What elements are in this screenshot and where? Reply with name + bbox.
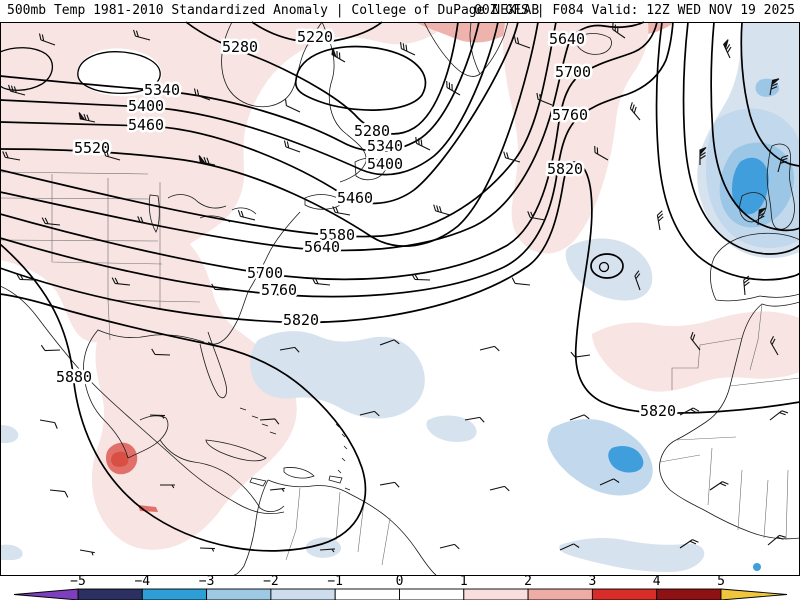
colorbar-segment (400, 589, 464, 600)
colorbar-segment (335, 589, 399, 600)
contour-label-5700: 5700 (555, 63, 591, 81)
contour-label-5640: 5640 (549, 30, 585, 48)
colorbar-right-arrow (721, 589, 787, 600)
map-title: 500mb Temp 1981-2010 Standardized Anomal… (7, 3, 539, 18)
colorbar-tick-label: 2 (524, 574, 532, 589)
colorbar-tick-label: 3 (588, 574, 596, 589)
weather-map-page: 500mb Temp 1981-2010 Standardized Anomal… (0, 0, 800, 600)
contour-label-5700: 5700 (247, 264, 283, 282)
contour-label-5340: 5340 (367, 137, 403, 155)
colorbar-segment (142, 589, 206, 600)
contour-label-5460: 5460 (337, 189, 373, 207)
colorbar-tick-label: −4 (134, 574, 150, 589)
contour-label-5460: 5460 (128, 116, 164, 134)
contour-label-5400: 5400 (128, 97, 164, 115)
colorbar-segment (464, 589, 528, 600)
contour-label-5400: 5400 (367, 155, 403, 173)
colorbar-tick-label: −1 (327, 574, 343, 589)
colorbar-tick-label: −5 (70, 574, 86, 589)
colorbar-tick-label: 5 (717, 574, 725, 589)
model-run-info: 00Z GFS | F084 Valid: 12Z WED NOV 19 202… (474, 3, 795, 18)
contour-label-5760: 5760 (552, 106, 588, 124)
colorbar-tick-label: 4 (653, 574, 661, 589)
colorbar-tick-label: −3 (199, 574, 215, 589)
colorbar-segment (78, 589, 142, 600)
colorbar-tick-label: −2 (263, 574, 279, 589)
colorbar-tick-label: 1 (460, 574, 468, 589)
contour-label-5760: 5760 (261, 281, 297, 299)
cold-dot-guinea (753, 563, 761, 571)
contour-label-5220: 5220 (297, 28, 333, 46)
contour-label-5280: 5280 (222, 38, 258, 56)
contour-label-5820: 5820 (283, 311, 319, 329)
colorbar-segment (528, 589, 592, 600)
colorbar-left-arrow (14, 589, 78, 600)
contour-label-5640: 5640 (304, 238, 340, 256)
colorbar: −5 −4 −3 −2 −1 0 1 2 3 4 5 (14, 574, 787, 600)
map-canvas: 500mb Temp 1981-2010 Standardized Anomal… (0, 0, 800, 600)
colorbar-tick-label: 0 (396, 574, 404, 589)
contour-label-5820: 5820 (547, 160, 583, 178)
colorbar-segment (592, 589, 656, 600)
colorbar-segment (207, 589, 271, 600)
colorbar-segment (271, 589, 335, 600)
colorbar-segment (657, 589, 721, 600)
contour-label-5820: 5820 (640, 402, 676, 420)
contour-label-5880: 5880 (56, 368, 92, 386)
